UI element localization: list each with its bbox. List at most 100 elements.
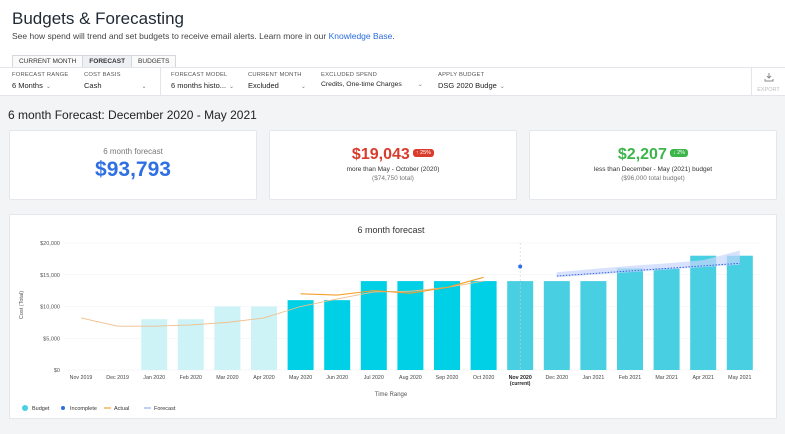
forecast-heading: 6 month Forecast: December 2020 - May 20… [8,108,257,122]
budget-bar [470,281,497,370]
x-tick-label: Jul 2020 [364,375,384,381]
export-label: EXPORT [757,87,780,93]
current-month-value: Excluded [248,81,279,90]
y-tick-label: $5,000 [43,336,60,342]
vs-previous-sub: ($74,750 total) [372,175,414,182]
excluded-spend-select[interactable]: EXCLUDED SPEND Credits, One-time Charges… [321,72,423,88]
forecast-model-select[interactable]: FORECAST MODEL 6 months histo... ⌄ [171,72,234,90]
x-tick-label: Feb 2021 [619,375,641,381]
x-tick-label: Dec 2020 [545,375,568,381]
current-month-select[interactable]: CURRENT MONTH Excluded ⌄ [248,72,306,90]
budget-bar [434,281,460,370]
forecast-toolbar: FORECAST RANGE 6 Months ⌄ COST BASIS Cash… [0,67,785,96]
x-tick-label: Dec 2019 [106,375,129,381]
y-tick-label: $20,000 [40,241,60,247]
budget-bar [726,255,753,370]
forecast-line-historic [80,280,484,327]
budget-bar [653,268,680,370]
x-tick-label: Apr 2020 [253,375,275,381]
tab-bar: CURRENT MONTH FORECAST BUDGETS [12,55,177,68]
vs-previous-card: $19,043 ↑ 25% more than May - October (20… [269,130,517,200]
x-tick-label: Jan 2020 [143,375,165,381]
export-button[interactable]: EXPORT [752,72,785,93]
forecast-model-value: 6 months histo... [171,81,227,90]
legend-label: Incomplete [70,406,97,412]
vs-previous-desc: more than May - October (2020) [346,166,440,173]
budget-bar [324,300,351,370]
x-tick-label: Mar 2020 [216,375,238,381]
excluded-spend-label: EXCLUDED SPEND [321,72,377,78]
apply-budget-value: DSG 2020 Budge [438,81,497,90]
decrease-badge: ↓ 2% [669,149,689,157]
chevron-down-icon: ⌄ [300,84,306,90]
forecast-range-value: 6 Months [12,81,43,90]
toolbar-divider [751,68,752,96]
x-tick-label: Sep 2020 [436,375,459,381]
vs-budget-sub: ($96,000 total budget) [621,175,685,182]
x-tick-label: Oct 2020 [473,375,495,381]
forecast-total-label: 6 month forecast [103,147,163,156]
apply-budget-select[interactable]: APPLY BUDGET DSG 2020 Budge ⌄ [438,72,505,90]
download-icon [752,72,785,85]
x-tick-label: Mar 2021 [655,375,677,381]
x-tick-label: Jan 2021 [583,375,605,381]
y-tick-label: $10,000 [40,305,60,311]
page-title: Budgets & Forecasting [12,9,184,28]
x-tick-label: May 2021 [728,375,751,381]
incomplete-point [518,264,523,269]
forecast-model-label: FORECAST MODEL [171,72,228,78]
chevron-down-icon: ⌄ [499,84,505,90]
chevron-down-icon: ⌄ [229,84,235,90]
budget-bar [214,306,241,370]
x-tick-label: Aug 2020 [399,375,422,381]
cost-basis-label: COST BASIS [84,72,121,78]
forecast-line-future [556,262,740,277]
forecast-confidence-band [556,250,740,278]
budget-bar [617,268,643,370]
excluded-spend-value: Credits, One-time Charges [321,81,402,88]
apply-budget-label: APPLY BUDGET [438,72,485,78]
budget-bar [360,281,387,370]
x-tick-label: Nov 2020 [509,375,532,381]
x-tick-label: Apr 2021 [692,375,714,381]
budget-bar [397,281,424,370]
y-tick-label: $15,000 [40,273,60,279]
toolbar-divider [160,68,161,96]
forecast-chart: 6 month forecast Cost (Total) Time Range… [19,225,760,412]
vs-previous-value: $19,043 [351,146,410,163]
tab-budgets[interactable]: BUDGETS [131,55,177,68]
subtitle-period: . [392,31,395,41]
legend-label: Budget [32,406,50,412]
forecast-chart-panel: 6 month forecast Cost (Total) Time Range… [9,214,777,419]
chart-title: 6 month forecast [357,225,425,235]
cost-basis-value: Cash [84,81,102,90]
forecast-total-card: 6 month forecast $93,793 [9,130,257,200]
budget-bar [251,306,277,370]
page-header: Budgets & Forecasting See how spend will… [0,0,785,96]
budget-bar [580,281,607,370]
subtitle-text: See how spend will trend and set budgets… [12,31,327,41]
x-tick-label: Feb 2020 [180,375,202,381]
vs-budget-desc: less than December - May (2021) budget [593,166,713,173]
x-axis-label: Time Range [375,392,408,398]
chevron-down-icon: ⌄ [141,84,147,90]
budget-bar [287,300,314,370]
current-month-label: CURRENT MONTH [248,72,302,78]
chevron-down-icon: ⌄ [417,82,423,88]
forecast-range-select[interactable]: FORECAST RANGE 6 Months ⌄ [12,72,68,90]
x-tick-sublabel: (current) [510,381,531,387]
knowledge-base-link[interactable]: Knowledge Base [328,31,393,41]
budget-bar [690,255,717,370]
actual-line [300,276,484,296]
vs-budget-card: $2,207 ↓ 2% less than December - May (202… [529,130,777,200]
chevron-down-icon: ⌄ [45,84,51,90]
page-subtitle: See how spend will trend and set budgets… [12,31,395,41]
legend-swatch [61,406,65,410]
increase-badge: ↑ 25% [412,149,435,157]
cost-basis-select[interactable]: COST BASIS Cash ⌄ [84,72,147,90]
budget-bar [177,319,204,370]
vs-budget-value: $2,207 [617,146,667,163]
forecast-range-label: FORECAST RANGE [12,72,69,78]
budget-bar [543,281,570,370]
x-tick-label: Nov 2019 [70,375,93,381]
